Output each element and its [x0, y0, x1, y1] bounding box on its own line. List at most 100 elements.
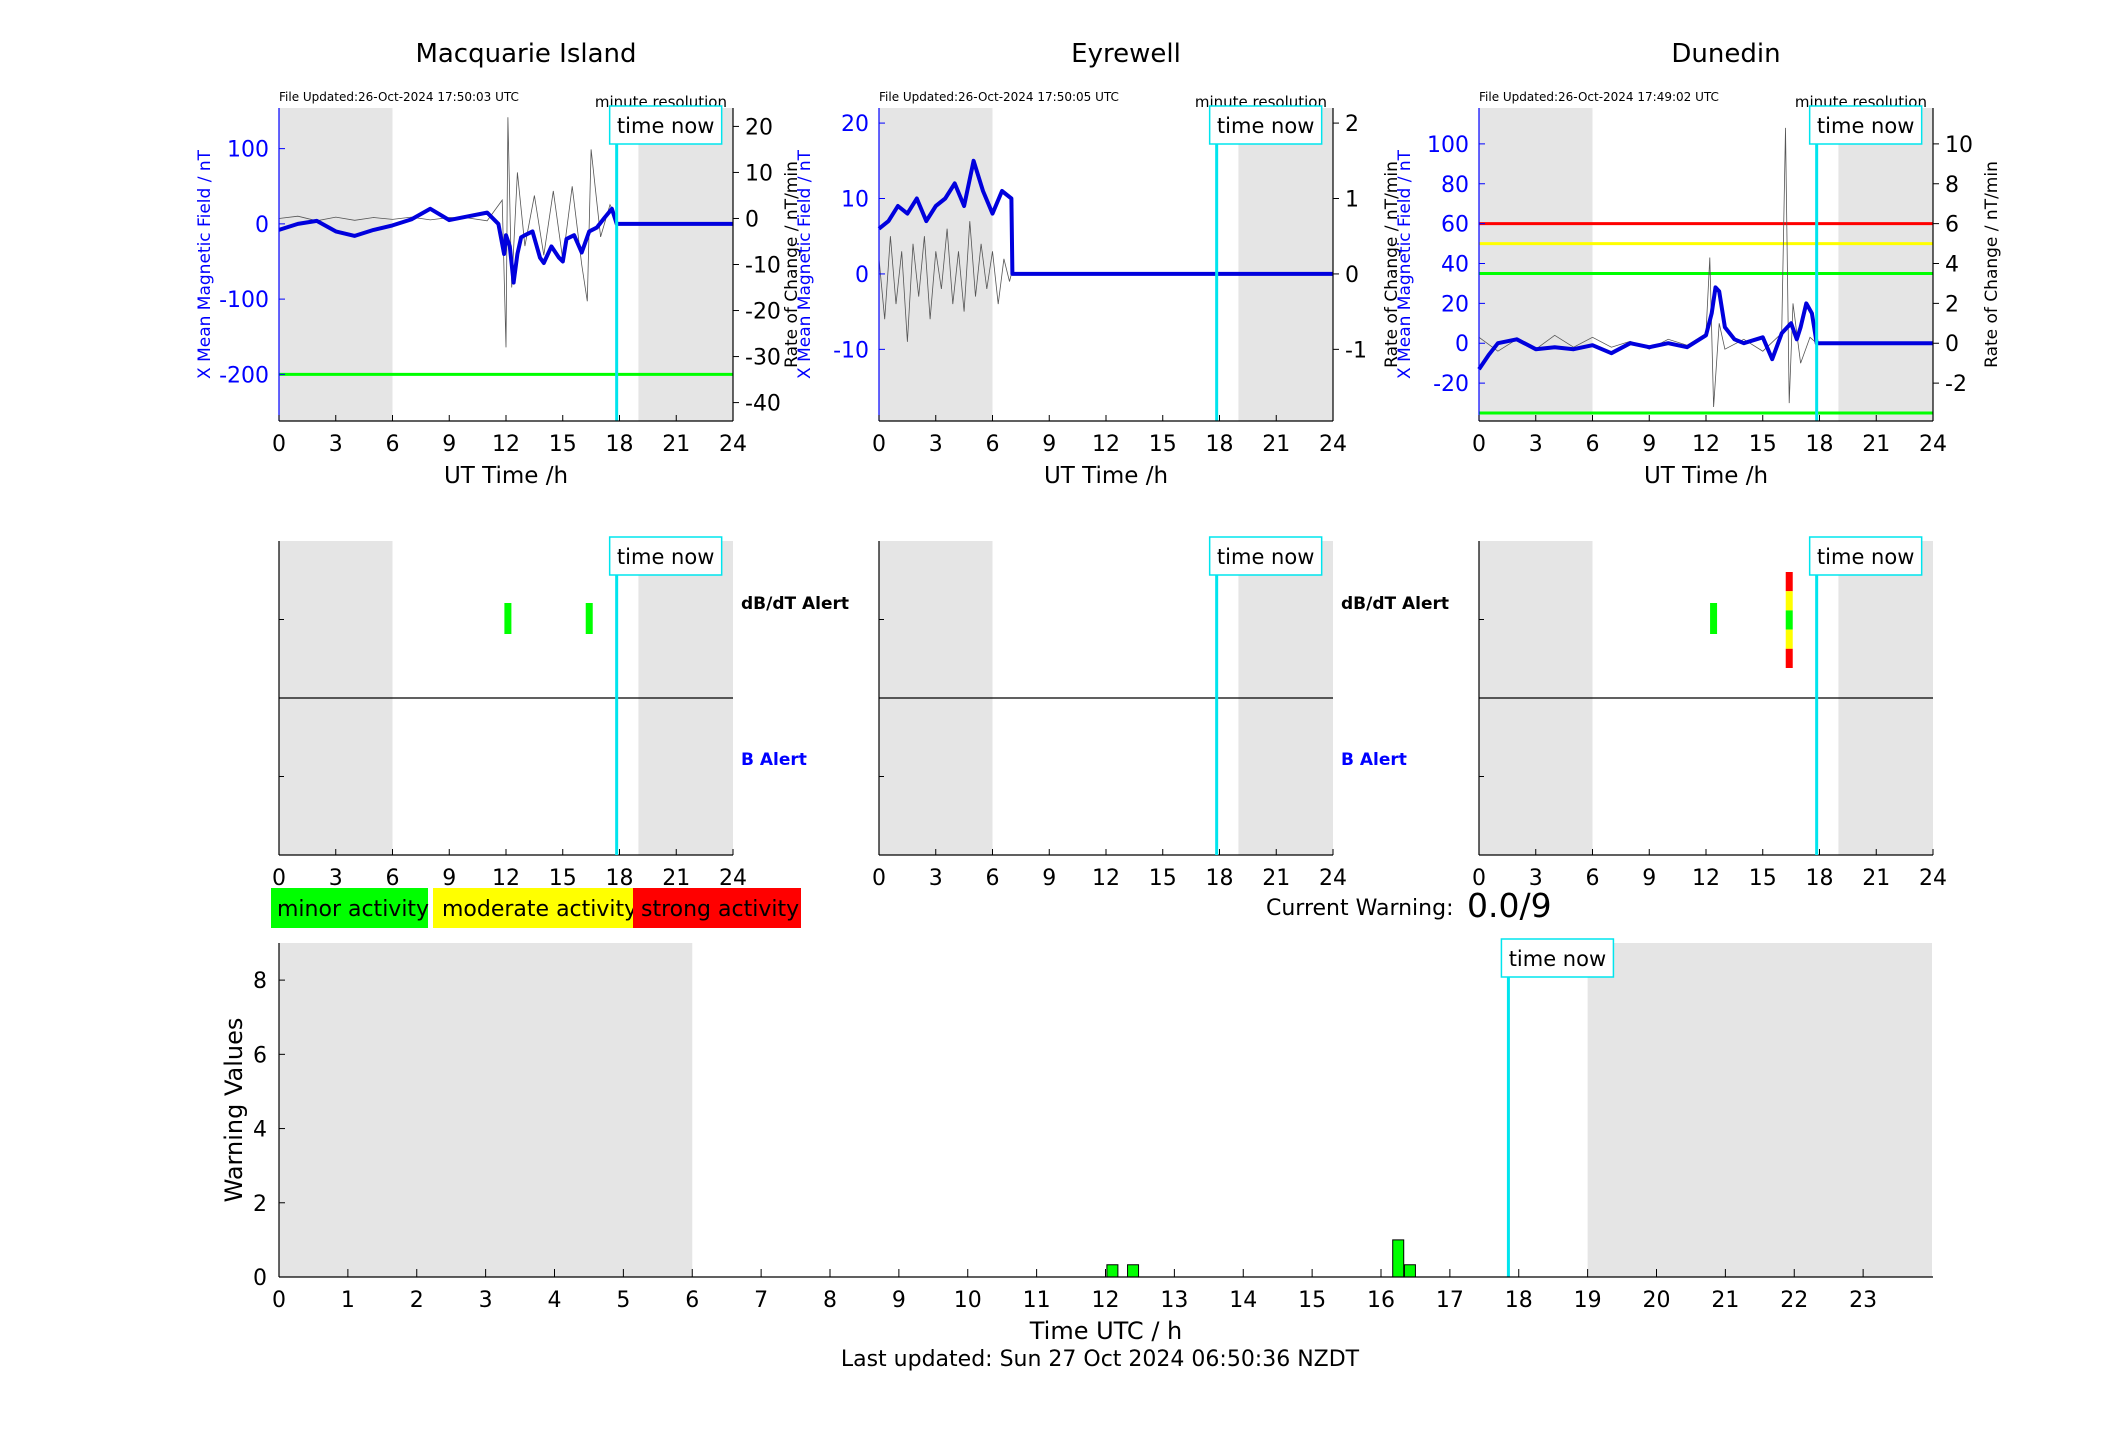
y2-axis-label: Rate of Change / nT/min: [782, 161, 802, 368]
warning-bar: [1392, 1239, 1405, 1278]
mean-field-line: [1477, 285, 1933, 371]
x-tick-label: 9: [1042, 432, 1056, 457]
x-tick-label: 0: [872, 866, 886, 891]
x-tick-label: 9: [1642, 432, 1656, 457]
y-tick-label: 60: [1441, 213, 1469, 238]
x-tick-label: 6: [986, 432, 1000, 457]
y2-tick-label: 0: [745, 207, 759, 232]
x-tick-label: 6: [986, 866, 1000, 891]
x-tick-label: 15: [1749, 866, 1777, 891]
time-now-box: [1808, 105, 1923, 145]
x-tick-label: 0: [272, 1288, 286, 1313]
x-tick-label: 18: [1505, 1288, 1533, 1313]
legend-strong-label: strong activity: [641, 897, 799, 922]
alert-marker-segment: [1785, 591, 1793, 611]
y2-axis-label: Rate of Change / nT/min: [1982, 161, 2002, 368]
x-axis-label: UT Time /h: [1044, 463, 1168, 489]
y-axis-label: Warning Values: [220, 1018, 248, 1203]
x-tick-label: 12: [1092, 432, 1120, 457]
time-now-box: [608, 105, 723, 145]
station-chart-eyrewell: 0 3 6 9 12 15 18 21 2420100-10210-1EyrewellFile …: [795, 39, 1402, 489]
y-tick-label: 100: [1427, 133, 1469, 158]
y-tick-label: 20: [841, 112, 869, 137]
y-tick-label: 0: [1455, 332, 1469, 357]
x-tick-label: 3: [929, 866, 943, 891]
y-tick-label: 100: [227, 138, 269, 163]
x-tick-label: 21: [662, 432, 690, 457]
x-tick-label: 12: [1692, 432, 1720, 457]
warning-chart: 0 1 2 3 4 5 6 7 8 9 10 11 12 13 14 15 16 17 18 19 20 21 22 2302…: [220, 938, 1933, 1345]
x-tick-label: 10: [954, 1288, 982, 1313]
x-tick-label: 3: [1529, 432, 1543, 457]
chart-title: Macquarie Island: [415, 39, 636, 69]
y2-tick-label: 8: [1945, 173, 1959, 198]
night-shade: [638, 108, 733, 421]
x-tick-label: 12: [1692, 866, 1720, 891]
y-tick-label: 20: [1441, 292, 1469, 317]
legend-moderate-label: moderate activity: [442, 897, 637, 922]
x-tick-label: 12: [492, 866, 520, 891]
y2-tick-label: -40: [745, 392, 781, 417]
x-tick-label: 3: [479, 1288, 493, 1313]
x-tick-label: 0: [272, 866, 286, 891]
alert-panel-dunedin: 0 3 6 9 12 15 18 21 24 time now: [1472, 536, 1947, 891]
x-tick-label: 15: [1298, 1288, 1326, 1313]
y2-tick-label: 10: [1945, 133, 1973, 158]
y2-tick-label: 2: [1345, 112, 1359, 137]
x-tick-label: 15: [1149, 866, 1177, 891]
x-tick-label: 21: [1262, 432, 1290, 457]
x-tick-label: 21: [1262, 866, 1290, 891]
time-now-box: [1808, 536, 1923, 576]
x-tick-label: 9: [442, 432, 456, 457]
legend-moderate-swatch: [433, 888, 633, 928]
night-shade: [279, 108, 393, 421]
x-tick-label: 18: [606, 432, 634, 457]
x-tick-label: 6: [386, 866, 400, 891]
x-tick-label: 15: [1749, 432, 1777, 457]
y2-tick-label: 1: [1345, 188, 1359, 213]
alert-marker-segment: [1785, 648, 1793, 668]
station-chart-dunedin: 0 3 6 9 12 15 18 21 24100806040200-201086420-2Du…: [1395, 39, 2002, 489]
x-axis-label: UT Time /h: [1644, 463, 1768, 489]
x-tick-label: 15: [549, 866, 577, 891]
y-tick-label: -200: [219, 363, 269, 388]
time-now-box: [1208, 105, 1323, 145]
x-tick-label: 20: [1643, 1288, 1671, 1313]
y-tick-label: 8: [253, 969, 267, 994]
x-tick-label: 21: [1862, 432, 1890, 457]
y-tick-label: 2: [253, 1192, 267, 1217]
y2-tick-label: -2: [1945, 372, 1967, 397]
x-tick-label: 0: [1472, 432, 1486, 457]
x-tick-label: 6: [1586, 432, 1600, 457]
x-tick-label: 22: [1780, 1288, 1808, 1313]
time-now-label: time now: [1217, 114, 1314, 138]
alert-marker: [585, 603, 593, 634]
y2-tick-label: -1: [1345, 338, 1367, 363]
x-tick-label: 0: [272, 432, 286, 457]
x-tick-label: 19: [1574, 1288, 1602, 1313]
warning-bar: [1403, 1264, 1416, 1278]
alert-marker-segment: [1785, 572, 1793, 592]
y-tick-label: -10: [833, 338, 869, 363]
legend-minor-label: minor activity: [277, 897, 429, 922]
x-axis-label: UT Time /h: [444, 463, 568, 489]
x-axis-label: Time UTC / h: [1029, 1317, 1183, 1345]
x-tick-label: 9: [442, 866, 456, 891]
x-tick-label: 24: [1319, 432, 1347, 457]
x-tick-label: 24: [1319, 866, 1347, 891]
y-tick-label: 40: [1441, 253, 1469, 278]
warning-bar: [1106, 1264, 1119, 1278]
file-updated-label: File Updated:26-Oct-2024 17:50:03 UTC: [279, 90, 519, 104]
b-alert-label: B Alert: [1341, 750, 1407, 770]
rate-series-line: [278, 117, 618, 348]
y-axis-label: X Mean Magnetic Field / nT: [195, 149, 215, 379]
y2-tick-label: 10: [745, 161, 773, 186]
alert-marker-segment: [1785, 610, 1793, 630]
x-tick-label: 8: [823, 1288, 837, 1313]
time-now-label: time now: [617, 114, 714, 138]
x-tick-label: 17: [1436, 1288, 1464, 1313]
rate-series-line: [1478, 127, 1817, 408]
night-shade: [1587, 943, 1932, 1277]
x-tick-label: 6: [685, 1288, 699, 1313]
activity-legend: minor activity moderate activity strong …: [271, 888, 801, 928]
